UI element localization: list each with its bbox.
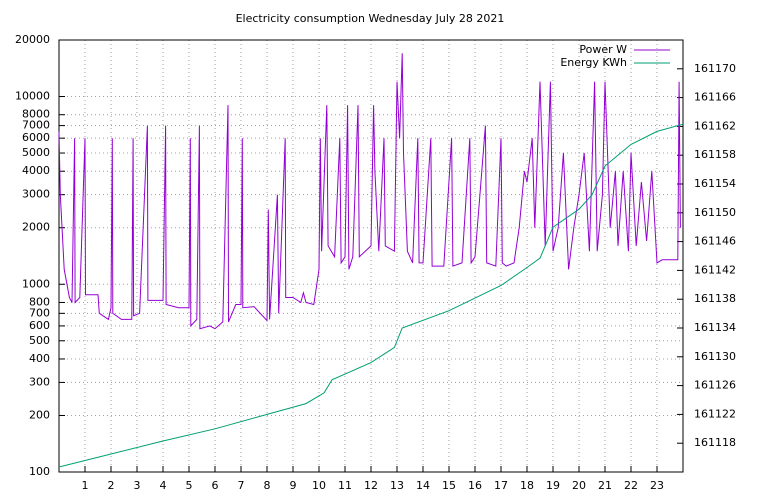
y-tick-label: 1000 — [22, 277, 50, 290]
x-tick-label: 4 — [160, 479, 167, 492]
x-tick-label: 8 — [264, 479, 271, 492]
chart-title: Electricity consumption Wednesday July 2… — [236, 12, 505, 25]
x-tick-label: 12 — [364, 479, 378, 492]
x-tick-label: 13 — [390, 479, 404, 492]
x-tick-label: 23 — [650, 479, 664, 492]
y-tick-label: 300 — [29, 375, 50, 388]
y2-tick-label: 161130 — [694, 350, 736, 363]
y-tick-label: 8000 — [22, 108, 50, 121]
y-tick-label: 800 — [29, 295, 50, 308]
x-tick-label: 10 — [312, 479, 326, 492]
y-tick-label: 2000 — [22, 221, 50, 234]
y2-tick-label: 161150 — [694, 206, 736, 219]
y-tick-label: 10000 — [15, 90, 50, 103]
x-tick-label: 5 — [186, 479, 193, 492]
y-tick-label: 3000 — [22, 188, 50, 201]
y-tick-label: 5000 — [22, 146, 50, 159]
y-tick-label: 600 — [29, 319, 50, 332]
data-line — [58, 53, 681, 330]
x-tick-label: 14 — [416, 479, 430, 492]
y2-tick-label: 161170 — [694, 62, 736, 75]
data-line — [58, 123, 684, 468]
y-tick-label: 500 — [29, 334, 50, 347]
y-tick-label: 7000 — [22, 119, 50, 132]
x-tick-label: 21 — [598, 479, 612, 492]
x-tick-label: 11 — [338, 479, 352, 492]
legend-label: Power W — [579, 43, 627, 56]
y-tick-label: 4000 — [22, 164, 50, 177]
x-tick-label: 18 — [520, 479, 534, 492]
y2-tick-label: 161126 — [694, 379, 736, 392]
y2-tick-label: 161138 — [694, 292, 736, 305]
y-tick-label: 700 — [29, 306, 50, 319]
y2-tick-label: 161162 — [694, 119, 736, 132]
y-tick-label: 6000 — [22, 131, 50, 144]
y-tick-label: 200 — [29, 408, 50, 421]
x-tick-label: 3 — [134, 479, 141, 492]
y2-tick-label: 161146 — [694, 235, 736, 248]
plot-frame — [58, 39, 684, 473]
x-tick-label: 20 — [572, 479, 586, 492]
y2-tick-label: 161158 — [694, 148, 736, 161]
y2-tick-label: 161166 — [694, 91, 736, 104]
y2-tick-label: 161118 — [694, 436, 736, 449]
x-tick-label: 7 — [238, 479, 245, 492]
x-tick-label: 22 — [624, 479, 638, 492]
legend-label: Energy KWh — [560, 56, 627, 69]
y-tick-label: 100 — [29, 465, 50, 478]
x-tick-label: 17 — [494, 479, 508, 492]
x-tick-label: 16 — [468, 479, 482, 492]
y-tick-label: 20000 — [15, 33, 50, 46]
x-tick-label: 6 — [212, 479, 219, 492]
x-tick-label: 9 — [290, 479, 297, 492]
y-tick-label: 400 — [29, 352, 50, 365]
x-tick-label: 19 — [546, 479, 560, 492]
y2-tick-label: 161122 — [694, 407, 736, 420]
y2-tick-label: 161142 — [694, 263, 736, 276]
y2-tick-label: 161134 — [694, 321, 736, 334]
x-tick-label: 15 — [442, 479, 456, 492]
x-tick-label: 1 — [82, 479, 89, 492]
y2-tick-label: 161154 — [694, 177, 736, 190]
x-tick-label: 2 — [108, 479, 115, 492]
